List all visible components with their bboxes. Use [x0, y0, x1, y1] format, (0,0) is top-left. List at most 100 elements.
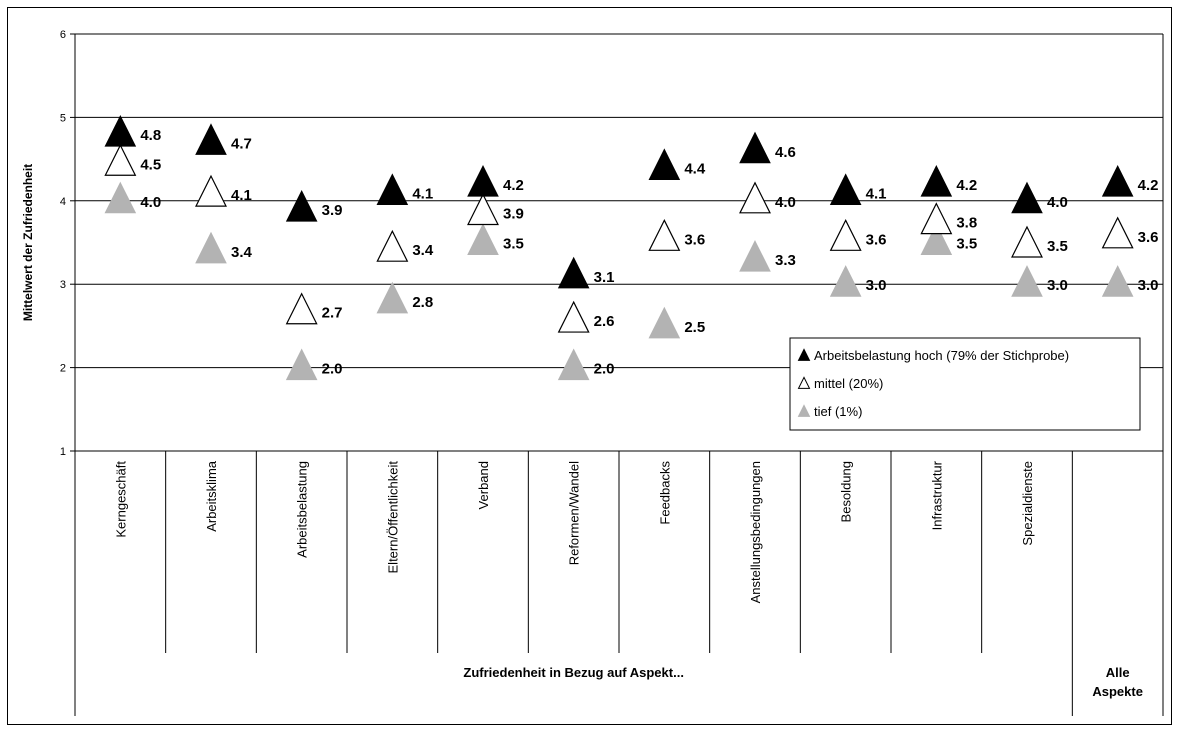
- y-tick-label: 5: [60, 112, 66, 124]
- series-2-data-label: 3.5: [503, 236, 524, 253]
- series-0-marker: [557, 256, 590, 289]
- category-label: Feedbacks: [657, 461, 672, 525]
- series-1-marker: [829, 218, 862, 251]
- x-axis-group-label: Zufriedenheit in Bezug auf Aspekt...: [463, 665, 684, 680]
- chart: 1 2 3 4 5 6 Mittelwert der Zufriedenheit Kernge…: [21, 29, 1164, 716]
- chart-frame: 1 2 3 4 5 6 Mittelwert der Zufriedenheit Kernge…: [7, 7, 1172, 725]
- series-2-marker: [195, 231, 227, 264]
- x-axis-all-label-line1: Alle: [1106, 665, 1130, 680]
- series-0-data-label: 4.1: [866, 185, 887, 202]
- category-label: Eltern/Öffentlichkeit: [385, 461, 400, 574]
- series-2-data-label: 4.0: [140, 194, 161, 211]
- series-0-data-label: 4.2: [956, 177, 977, 194]
- y-tick-label: 1: [60, 446, 66, 458]
- series-0-marker: [739, 131, 771, 164]
- series-1-marker: [376, 229, 409, 262]
- series-0-marker: [648, 148, 681, 180]
- series-0-data-label: 4.7: [231, 135, 252, 152]
- series-2-data-label: 3.4: [231, 244, 253, 261]
- category-label: Infrastruktur: [929, 460, 944, 530]
- legend-label-2: tief (1%): [814, 404, 862, 419]
- series-2-data-label: 3.0: [1138, 277, 1159, 294]
- series-2-data-label: 3.3: [775, 252, 796, 269]
- series-1-data-label: 4.1: [231, 187, 252, 204]
- series-2-marker: [104, 181, 137, 214]
- series-1-marker: [1101, 216, 1134, 249]
- legend-label-0: Arbeitsbelastung hoch (79% der Stichprob…: [814, 348, 1069, 363]
- series-0-data-label: 4.2: [503, 177, 524, 194]
- series-0-marker: [1101, 165, 1134, 197]
- legend-marker-1: [797, 376, 811, 389]
- category-label: Reformen/Wandel: [567, 461, 582, 565]
- category-label: Spezialdienste: [1020, 461, 1035, 546]
- series-1-data-label: 3.6: [866, 231, 887, 248]
- series-0-data-label: 4.8: [140, 127, 161, 144]
- series-0-marker: [104, 114, 137, 147]
- category-label: Besoldung: [839, 461, 854, 522]
- series-1-marker: [285, 292, 318, 325]
- series-1-data-label: 3.4: [412, 242, 434, 259]
- category-label: Arbeitsklima: [204, 460, 219, 532]
- series-1-data-label: 3.6: [684, 231, 705, 248]
- series-0-data-label: 4.2: [1138, 177, 1159, 194]
- series-0-marker: [467, 165, 499, 197]
- series-1-marker: [104, 143, 137, 176]
- category-label: Kerngeschäft: [113, 461, 128, 538]
- series-0-marker: [829, 173, 862, 205]
- y-tick-label: 6: [60, 29, 66, 41]
- legend-marker-0: [797, 348, 811, 361]
- series-0-marker: [920, 165, 953, 197]
- series-2-marker: [829, 265, 862, 297]
- series-2-marker: [920, 223, 953, 255]
- series-1-data-label: 3.8: [956, 215, 977, 232]
- legend-box: [789, 337, 1141, 431]
- series-2-marker: [376, 281, 409, 314]
- series-0-marker: [1011, 181, 1043, 214]
- series-1-data-label: 2.7: [322, 305, 343, 322]
- x-axis-all-label-line2: Aspekte: [1092, 684, 1143, 699]
- series-2-marker: [557, 348, 590, 381]
- series-1-data-label: 3.9: [503, 205, 524, 222]
- series-2-marker: [1101, 265, 1134, 297]
- y-tick-label: 3: [60, 279, 66, 291]
- series-1-marker: [195, 174, 227, 207]
- category-label: Anstellungsbedingungen: [748, 461, 763, 603]
- series-2-data-label: 2.0: [322, 361, 343, 378]
- series-1-marker: [648, 218, 681, 251]
- series-2-data-label: 3.0: [866, 277, 887, 294]
- series-2-marker: [739, 240, 771, 272]
- series-0-data-label: 4.1: [412, 185, 433, 202]
- legend-label-1: mittel (20%): [814, 376, 883, 391]
- series-1-data-label: 2.6: [594, 313, 615, 330]
- series-2-data-label: 3.5: [956, 236, 977, 253]
- series-0-data-label: 4.0: [1047, 194, 1068, 211]
- series-0-data-label: 3.1: [594, 269, 615, 286]
- series-0-marker: [285, 190, 318, 222]
- series-0-marker: [376, 173, 409, 205]
- series-2-marker: [648, 306, 681, 339]
- series-1-data-label: 3.5: [1047, 238, 1068, 255]
- series-0-marker: [195, 123, 227, 155]
- series-1-data-label: 4.5: [140, 156, 161, 173]
- legend-marker-2: [797, 404, 811, 417]
- series-1-data-label: 4.0: [775, 194, 796, 211]
- series-0-data-label: 4.4: [684, 160, 706, 177]
- series-1-marker: [1011, 225, 1043, 258]
- category-label: Verband: [476, 461, 491, 509]
- series-1-marker: [920, 202, 953, 235]
- series-0-data-label: 4.6: [775, 144, 796, 161]
- series-2-data-label: 2.5: [684, 319, 705, 336]
- category-label: Arbeitsbelastung: [295, 461, 310, 558]
- y-tick-label: 4: [60, 196, 66, 208]
- series-1-marker: [739, 181, 771, 214]
- series-0-data-label: 3.9: [322, 202, 343, 219]
- y-axis-title: Mittelwert der Zufriedenheit: [21, 164, 35, 321]
- series-1-data-label: 3.6: [1138, 229, 1159, 246]
- series-2-data-label: 2.0: [594, 361, 615, 378]
- series-2-marker: [467, 223, 499, 255]
- series-2-marker: [1011, 265, 1043, 297]
- series-2-data-label: 3.0: [1047, 277, 1068, 294]
- series-1-marker: [467, 193, 499, 226]
- series-2-data-label: 2.8: [412, 294, 433, 311]
- y-tick-label: 2: [60, 363, 66, 375]
